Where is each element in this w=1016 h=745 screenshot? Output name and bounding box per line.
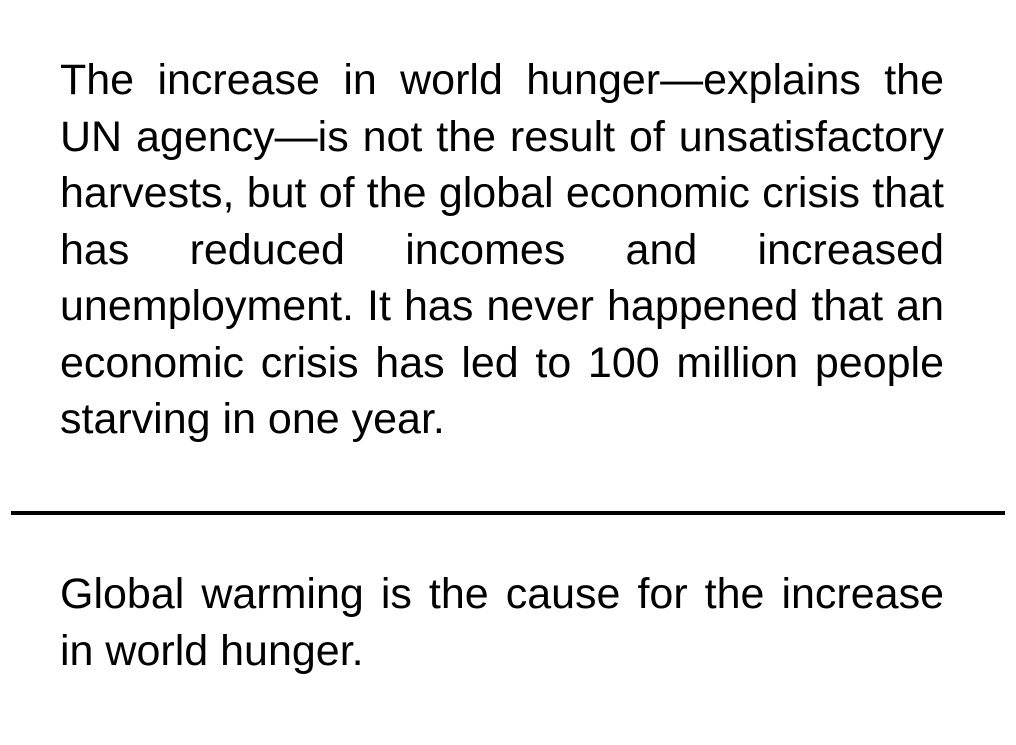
premise-paragraph: The increase in world hunger—explains th…	[60, 56, 944, 443]
hypothesis-paragraph: Global warming is the cause for the incr…	[60, 570, 944, 675]
section-divider	[11, 511, 1005, 515]
